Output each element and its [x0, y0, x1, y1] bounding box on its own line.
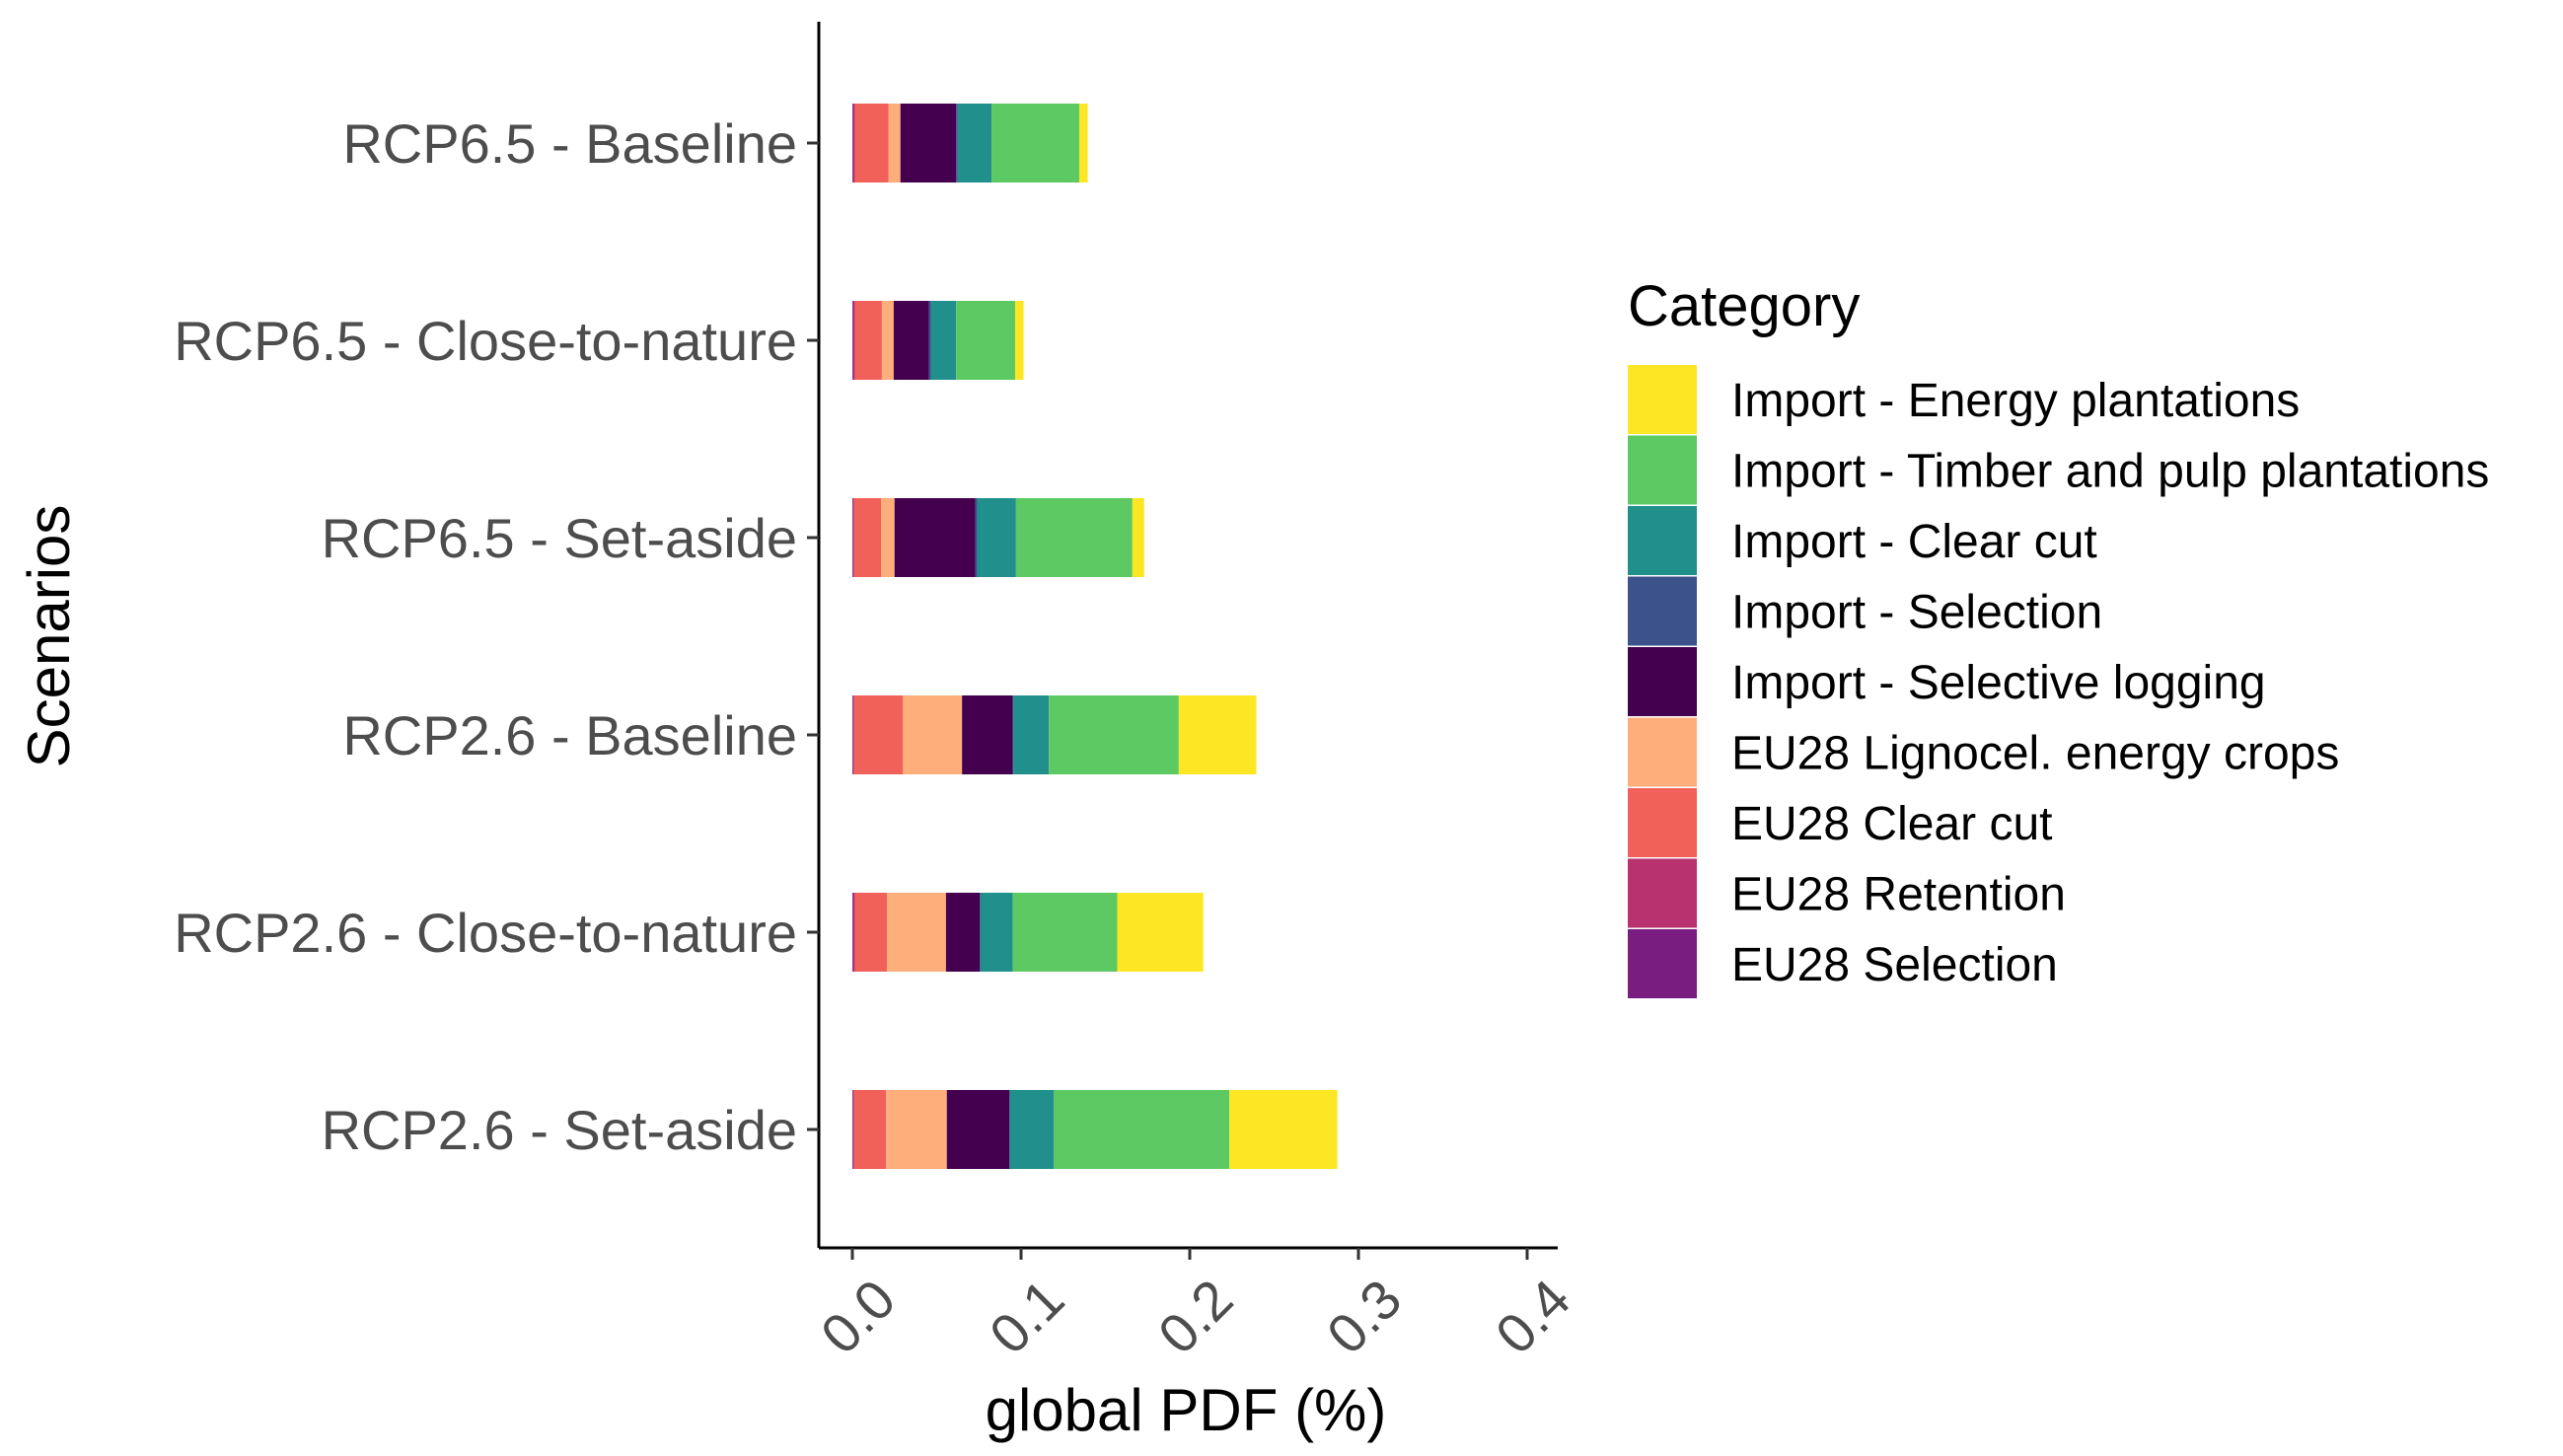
bar-segment — [977, 498, 1016, 577]
bar-segment — [881, 498, 895, 577]
legend-label: EU28 Lignocel. energy crops — [1731, 728, 2339, 780]
bar-segment — [946, 1090, 1010, 1169]
bar-segment — [956, 301, 1016, 380]
bar-segment — [852, 893, 855, 972]
legend-label: Import - Selective logging — [1731, 657, 2266, 709]
y-tick-label: RCP6.5 - Close-to-nature — [174, 310, 797, 372]
legend-key — [1628, 717, 1697, 787]
y-ticks-group: RCP6.5 - Baseline RCP6.5 - Close-to-natur… — [174, 112, 819, 1161]
bar-segment — [980, 893, 981, 972]
bar-segment — [1078, 104, 1088, 182]
bar-segment — [1054, 1090, 1230, 1169]
bar-segment — [1049, 695, 1179, 774]
bar-segment — [962, 695, 1013, 774]
bar-segment — [852, 301, 853, 380]
bar-segment — [853, 695, 904, 774]
bar-segment — [854, 301, 882, 380]
y-tick-label: RCP2.6 - Baseline — [342, 704, 797, 766]
bar-segment — [1229, 1090, 1338, 1169]
y-tick-label: RCP6.5 - Set-aside — [322, 507, 797, 569]
bar-segment — [852, 104, 853, 182]
bar-segment — [945, 893, 981, 972]
legend-title: Category — [1628, 274, 1860, 338]
legend-key — [1628, 576, 1697, 646]
legend-label: Import - Selection — [1731, 587, 2102, 639]
x-tick-label: 0.3 — [1315, 1268, 1414, 1366]
legend-key — [1628, 788, 1697, 857]
legend-label: EU28 Selection — [1731, 939, 2058, 991]
x-tick-label: 0.4 — [1484, 1268, 1582, 1366]
bar-segment — [1009, 1090, 1055, 1169]
legend-key — [1628, 929, 1697, 998]
bar-segment — [886, 1090, 947, 1169]
legend-key — [1628, 365, 1697, 434]
x-ticks-group: 0.0 0.1 0.2 0.3 0.4 — [809, 1248, 1582, 1366]
bar-segment — [854, 893, 888, 972]
bars-group — [852, 104, 1338, 1169]
bar-segment — [975, 498, 978, 577]
bar-segment — [991, 104, 1079, 182]
bar-segment — [887, 893, 946, 972]
bar-segment — [852, 695, 854, 774]
bar-segment — [854, 104, 889, 182]
bar-segment — [852, 1090, 854, 1169]
x-tick-label: 0.1 — [978, 1268, 1076, 1366]
bar-segment — [1178, 695, 1257, 774]
legend-label: EU28 Clear cut — [1731, 798, 2052, 850]
bar-segment — [980, 893, 1013, 972]
bar-segment — [853, 498, 882, 577]
legend-label: EU28 Retention — [1731, 869, 2066, 921]
bar-segment — [1012, 695, 1014, 774]
legend-key — [1628, 506, 1697, 575]
axes-group — [817, 22, 1558, 1250]
legend-key — [1628, 647, 1697, 716]
bar-segment — [888, 104, 901, 182]
x-tick-label: 0.2 — [1146, 1268, 1245, 1366]
x-axis-title: global PDF (%) — [986, 1377, 1387, 1443]
x-tick-label: 0.0 — [809, 1268, 908, 1366]
legend-label: Import - Clear cut — [1731, 516, 2097, 568]
bar-segment — [900, 104, 957, 182]
bar-segment — [1009, 1090, 1010, 1169]
y-tick-label: RCP2.6 - Set-aside — [322, 1099, 797, 1161]
legend-label: Import - Energy plantations — [1731, 375, 2300, 427]
bar-segment — [852, 301, 855, 380]
bar-segment — [1117, 893, 1204, 972]
y-axis-title: Scenarios — [16, 505, 82, 768]
bar-segment — [852, 1090, 853, 1169]
bar-segment — [853, 1090, 887, 1169]
bar-segment — [1012, 893, 1118, 972]
y-tick-label: RCP2.6 - Close-to-nature — [174, 902, 797, 964]
bar-segment — [903, 695, 963, 774]
bar-segment — [852, 893, 853, 972]
bar-segment — [852, 104, 855, 182]
bar-segment — [956, 104, 958, 182]
bar-segment — [881, 301, 894, 380]
legend: Category Import - Energy plantations Impo… — [1628, 274, 2489, 998]
bar-segment — [893, 301, 929, 380]
legend-key — [1628, 435, 1697, 505]
bar-segment — [852, 498, 853, 577]
bar-segment — [894, 498, 976, 577]
bar-segment — [852, 695, 853, 774]
bar-segment — [852, 498, 854, 577]
legend-key — [1628, 858, 1697, 928]
bar-segment — [1015, 498, 1133, 577]
bar-segment — [928, 301, 931, 380]
bar-segment — [930, 301, 957, 380]
bar-segment — [1015, 301, 1024, 380]
y-tick-label: RCP6.5 - Baseline — [342, 112, 797, 175]
bar-segment — [957, 104, 992, 182]
bar-segment — [1013, 695, 1050, 774]
legend-label: Import - Timber and pulp plantations — [1731, 446, 2489, 498]
bar-segment — [1132, 498, 1144, 577]
